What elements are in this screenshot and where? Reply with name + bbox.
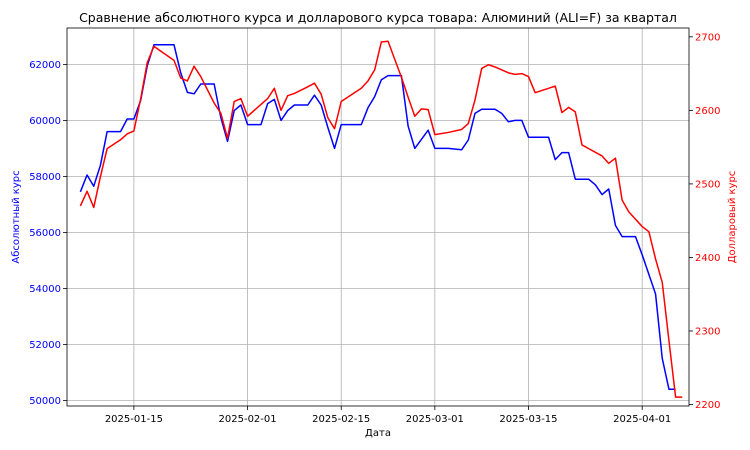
right-y-tick-label: 2700 — [695, 32, 720, 43]
left-y-tick-label: 56000 — [29, 228, 61, 239]
plot-frame — [66, 27, 690, 407]
grid-lines — [67, 28, 689, 406]
x-tick-label: 2025-03-01 — [406, 414, 464, 425]
left-y-tick-label: 54000 — [29, 284, 61, 295]
x-tick-label: 2025-03-15 — [499, 414, 557, 425]
x-tick-label: 2025-02-01 — [219, 414, 277, 425]
x-tick-label: 2025-04-01 — [613, 414, 671, 425]
absolute-price-line — [79, 44, 676, 390]
right-y-tick-label: 2500 — [695, 179, 720, 190]
right-y-tick-label: 2300 — [695, 326, 720, 337]
left-y-tick-label: 62000 — [29, 60, 61, 71]
x-tick-label: 2025-02-15 — [312, 414, 370, 425]
right-y-tick-label: 2600 — [695, 106, 720, 117]
series-layer — [79, 40, 683, 398]
chart-title: Сравнение абсолютного курса и долларовог… — [79, 10, 677, 25]
left-y-tick-label: 60000 — [29, 116, 61, 127]
left-y-tick-label: 58000 — [29, 172, 61, 183]
left-y-tick-label: 50000 — [29, 396, 61, 407]
left-y-tick-label: 52000 — [29, 340, 61, 351]
right-y-axis-label: Долларовый курс — [727, 171, 738, 264]
axes: 2025-01-15 2025-02-01 2025-02-15 2025-03-01… — [29, 27, 720, 425]
x-axis-label: Дата — [365, 428, 391, 439]
left-y-axis-label: Абсолютный курс — [11, 170, 22, 263]
dollar-price-line — [79, 40, 683, 398]
x-tick-label: 2025-01-15 — [105, 414, 163, 425]
right-y-tick-label: 2200 — [695, 400, 720, 411]
right-y-tick-label: 2400 — [695, 253, 720, 264]
